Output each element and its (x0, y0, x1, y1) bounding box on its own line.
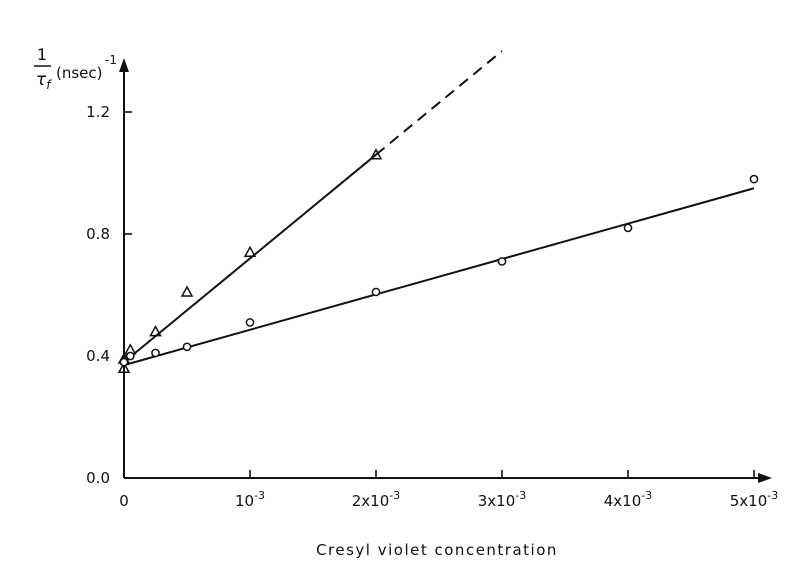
x-tick-label-base: 3x10 (478, 492, 516, 510)
triangle-data-point (180, 285, 194, 297)
x-tick-label-base: 10 (235, 492, 254, 510)
x-tick-label: 5x10-3 (730, 489, 778, 510)
y-label-unit: (nsec) (56, 64, 103, 82)
triangle-data-point (117, 361, 131, 373)
x-tick-label-base: 5x10 (730, 492, 768, 510)
circle-fit-line (123, 187, 755, 367)
x-tick-label-exponent: -3 (641, 489, 652, 502)
fit-lines (123, 50, 755, 367)
x-tick-label: 2x10-3 (352, 489, 400, 510)
y-label-denominator: τf (36, 70, 52, 92)
triangle-fit-line (123, 153, 377, 363)
circle-data-point (749, 174, 759, 184)
x-tick-label-exponent: -3 (389, 489, 400, 502)
x-tick-label: 3x10-3 (478, 489, 526, 510)
circle-data-point (371, 287, 381, 297)
y-tick-label: 0.0 (86, 469, 110, 487)
triangle-data-point (149, 325, 162, 337)
y-axis-arrowhead (119, 58, 129, 72)
circle-data-point (151, 348, 160, 358)
circle-data-point (245, 318, 255, 327)
x-tick-label: 0 (119, 492, 129, 510)
x-tick-label-exponent: -3 (254, 489, 265, 502)
y-tick-label: 0.4 (86, 347, 110, 365)
x-axis-label: Cresyl violet concentration (316, 541, 558, 559)
circle-data-point (497, 257, 507, 266)
x-tick-label-exponent: -3 (515, 489, 526, 502)
y-label-subscript: f (46, 78, 52, 92)
circle-data-point (182, 342, 192, 352)
x-tick-label-base: 4x10 (604, 492, 642, 510)
x-tick-label-base: 0 (119, 492, 129, 510)
triangle-data-point (369, 148, 383, 160)
circle-data-point (125, 351, 135, 361)
triangle-data-point (243, 245, 257, 258)
x-tick-label: 10-3 (235, 489, 265, 510)
x-tick-label-exponent: -3 (767, 489, 778, 502)
y-label-tau: τ (36, 70, 47, 90)
x-axis-arrowhead (758, 473, 772, 483)
x-ticks: 0 10-3 2x10-3 3x10-3 4x10-3 5x10-3 (119, 470, 778, 510)
x-tick-label-base: 2x10 (352, 492, 390, 510)
y-label-numerator: 1 (37, 45, 47, 64)
y-tick-label: 0.8 (86, 225, 110, 243)
y-label-exponent: -1 (105, 53, 117, 67)
x-tick-label: 4x10-3 (604, 489, 652, 510)
plot-area: 0 10-3 2x10-3 3x10-3 4x10-3 5x10-3 0.00.40.81… (86, 50, 778, 510)
circle-data-point (623, 223, 633, 233)
y-axis-label: 1 τf (nsec) -1 (34, 45, 117, 92)
data-points (117, 148, 759, 373)
circle-data-point (119, 357, 129, 367)
y-tick-label: 1.2 (86, 103, 110, 121)
triangle-extrapolation-line (375, 50, 503, 156)
y-ticks: 0.0 0.4 0.8 1.2 (86, 103, 132, 487)
